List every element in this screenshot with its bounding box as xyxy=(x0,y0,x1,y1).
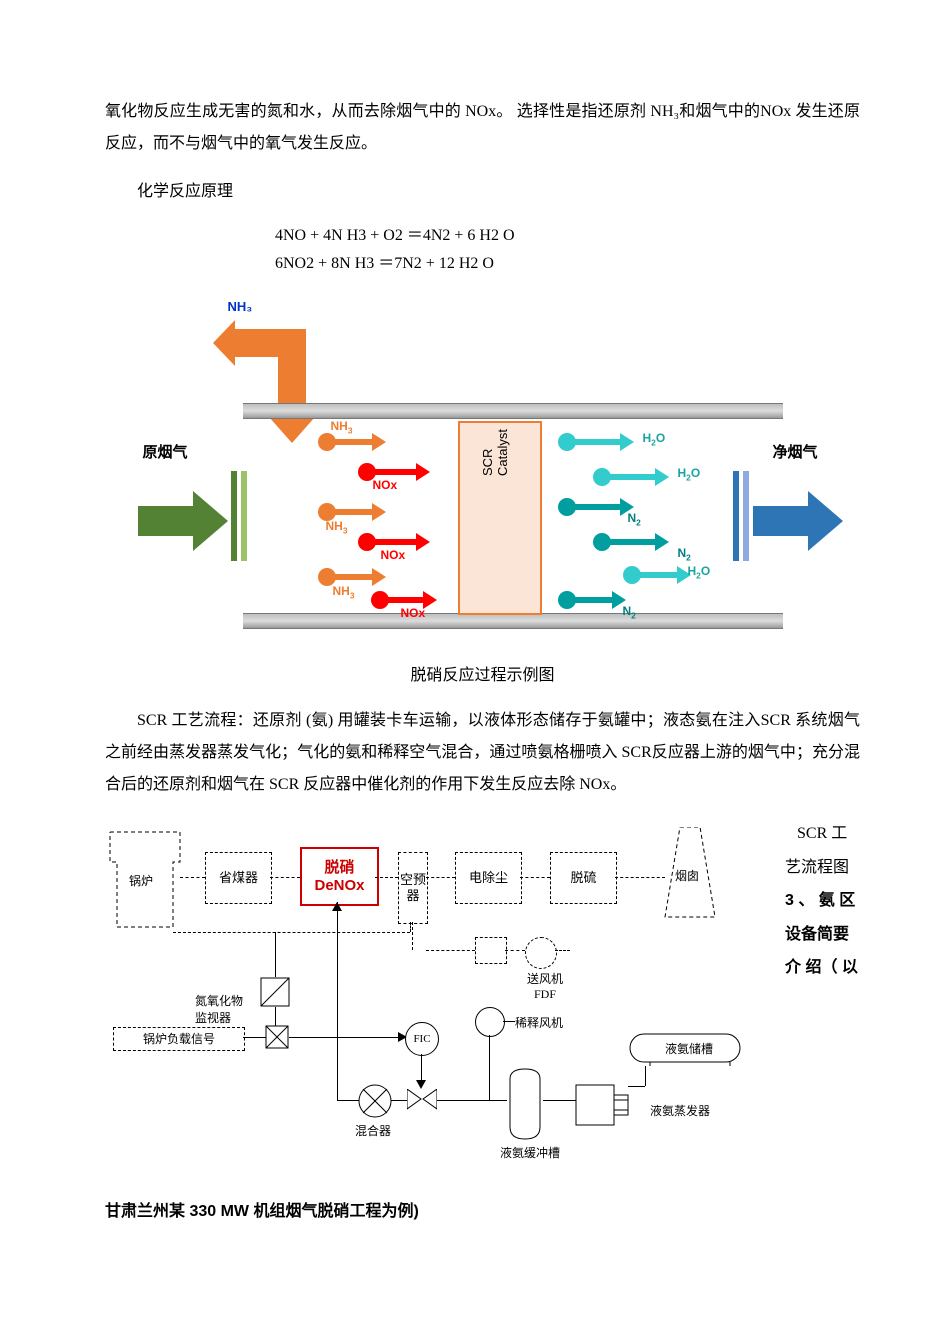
mixer-label: 混合器 xyxy=(355,1122,391,1139)
l-denox-aph xyxy=(375,877,398,878)
fgd-box: 脱硫 xyxy=(550,852,617,904)
boiler-label: 锅炉 xyxy=(129,872,153,889)
monitor-icon xyxy=(260,977,290,1007)
buffer-tank-shape xyxy=(505,1067,545,1142)
lbl-nh3-2: NH3 xyxy=(326,519,348,535)
fdf-label: 送风机FDF xyxy=(520,970,570,1002)
pipe-bottom xyxy=(243,613,783,629)
lbl-nox-1: NOx xyxy=(373,478,398,492)
evap-shape xyxy=(575,1075,630,1130)
lbl-nox-2: NOx xyxy=(381,548,406,562)
l-bottom-return-1 xyxy=(173,932,410,933)
l-x-fic xyxy=(289,1037,405,1038)
l-to-buf xyxy=(489,1100,507,1101)
raw-gas-label: 原烟气 xyxy=(143,441,188,462)
ah-into-denox xyxy=(332,902,342,911)
lbl-n2-2: N2 xyxy=(678,546,691,562)
l-dilfan-down xyxy=(489,1035,490,1100)
dilfan-circle xyxy=(475,1007,505,1037)
fdf-circle xyxy=(525,937,557,969)
l-mixer-h xyxy=(337,1100,359,1101)
l-fdf-out xyxy=(555,950,570,951)
l-aph-down xyxy=(412,922,413,950)
lbl-h2o-2: H2O xyxy=(678,466,701,482)
scr-process-flow-diagram: 锅炉 省煤器 脱硝 DeNOx 空预器 电除尘 脱硫 烟囱 xyxy=(105,817,785,1172)
lbl-nh3-3: NH3 xyxy=(333,584,355,600)
denox-box: 脱硝 DeNOx xyxy=(300,847,379,906)
lbl-h2o-1: H2O xyxy=(643,431,666,447)
side-text: SCR 工艺流程图 3 、 氨 区设备简要介 绍（ 以 xyxy=(785,817,860,985)
l-fdfbox-circle xyxy=(505,950,525,951)
clean-gas-arrow xyxy=(753,491,843,551)
ah-fic-down xyxy=(416,1080,426,1089)
nh3-tank-label: 液氨储槽 xyxy=(665,1040,713,1057)
diagram1-caption: 脱硝反应过程示例图 xyxy=(105,661,860,685)
bottom-heading: 甘肃兰州某 330 MW 机组烟气脱硝工程为例) xyxy=(105,1197,860,1221)
para-2: 化学反应原理 xyxy=(105,176,860,208)
valve-icon xyxy=(407,1089,437,1111)
l-load-x xyxy=(243,1037,266,1038)
buffer-label: 液氨缓冲槽 xyxy=(500,1144,560,1161)
left-duct-bars xyxy=(231,471,251,561)
l-tank-evap-h xyxy=(628,1086,645,1087)
para-3: SCR 工艺流程：还原剂 (氨) 用罐装卡车运输，以液体形态储存于氨罐中；液态氨… xyxy=(105,705,860,801)
lbl-nox-3: NOx xyxy=(401,606,426,620)
dilfan-label: 稀释风机 xyxy=(515,1014,563,1031)
lbl-nh3-1: NH3 xyxy=(331,419,353,435)
signal-x-icon xyxy=(265,1025,289,1049)
scr-reaction-diagram: NH₃ 原烟气 SCRCatalyst NH3 NOx NH3 NOx NH3 … xyxy=(123,291,843,651)
nox-monitor-label: 氮氧化物监视器 xyxy=(195,992,243,1026)
l-aph-esp xyxy=(426,877,455,878)
stack-label: 烟囱 xyxy=(675,867,699,884)
econ-box: 省煤器 xyxy=(205,852,272,904)
l-monitor-up xyxy=(275,932,276,977)
clean-gas-label: 净烟气 xyxy=(773,441,818,462)
l-esp-fgd xyxy=(520,877,550,878)
side-a: SCR 工艺流程图 xyxy=(785,825,849,876)
right-duct-bars xyxy=(733,471,753,561)
airpreheat-box: 空预器 xyxy=(398,852,428,924)
evap-label: 液氨蒸发器 xyxy=(650,1102,710,1119)
fdf-small-box xyxy=(475,937,507,964)
esp-box: 电除尘 xyxy=(455,852,522,904)
l-valve-right xyxy=(437,1100,489,1101)
mixer-icon xyxy=(358,1084,392,1118)
denox-label-en: DeNOx xyxy=(314,877,364,895)
l-aph-fdfbox xyxy=(426,950,475,951)
boiler-load-box: 锅炉负载信号 xyxy=(113,1027,245,1051)
l-tank-evap-v xyxy=(645,1066,646,1086)
raw-gas-arrow xyxy=(138,491,228,551)
l-mixer-to-denox xyxy=(337,902,338,1100)
equation-1: 4NO + 4N H3 + O2 ＝4N2 + 6 H2 O xyxy=(275,224,860,248)
nh3-feed-arrow-head-down xyxy=(269,417,315,443)
lbl-h2o-3: H2O xyxy=(688,564,711,580)
l-fgd-stack xyxy=(615,877,665,878)
fic-circle: FIC xyxy=(405,1022,439,1056)
pipe-top xyxy=(243,403,783,419)
l-boiler-econ xyxy=(180,877,205,878)
l-bottom-return-1v xyxy=(410,922,411,932)
denox-label-cn: 脱硝 xyxy=(324,859,354,877)
l-buf-evap xyxy=(543,1100,576,1101)
l-dilfan-out xyxy=(503,1021,515,1022)
nh3-top-label: NH₃ xyxy=(228,299,253,314)
para-1: 氧化物反应生成无害的氮和水，从而去除烟气中的 NOx。 选择性是指还原剂 NH₃… xyxy=(105,96,860,160)
equation-2: 6NO2 + 8N H3 ＝7N2 + 12 H2 O xyxy=(275,252,860,276)
l-valve-left xyxy=(390,1100,407,1101)
l-econ-denox xyxy=(270,877,300,878)
scr-catalyst-label: SCRCatalyst xyxy=(480,429,510,476)
lbl-n2-3: N2 xyxy=(623,604,636,620)
side-b: 3 、 氨 区设备简要介 绍（ 以 xyxy=(785,892,858,976)
lbl-n2-1: N2 xyxy=(628,511,641,527)
